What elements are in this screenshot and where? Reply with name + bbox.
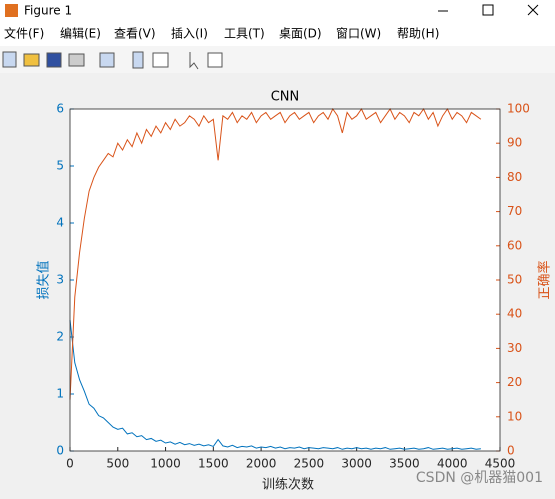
y-tick-label: 5 [56,159,64,173]
x-tick-label: 3500 [389,457,420,471]
menu-item[interactable]: 编辑(E) [60,26,101,41]
y-tick-label: 3 [56,273,64,287]
property-icon[interactable] [207,52,223,68]
menu: 文件(F) 编辑(E) 查看(V) 插入(I) 工具(T) 桌面(D) 窗口(W) 帮助(H) [4,26,439,41]
x-tick-label: 2500 [294,457,325,471]
toolbar-icons [2,51,223,70]
x-tick-label: 0 [66,457,74,471]
y-tick-label: 4 [56,216,64,230]
series-line [69,319,481,450]
menu-item[interactable]: 文件(F) [4,26,44,41]
chart-title: CNN [271,90,300,105]
plot: 0 500 1000 1500 2000 2500 3000 3500 4000 45000123… [56,102,530,471]
x-tick-label: 1000 [150,457,181,471]
x-tick-label: 4500 [485,457,516,471]
app-icon [5,4,18,17]
title-bar [0,0,555,22]
window-title: Figure 1 [24,4,72,18]
y2-tick-label: 40 [507,307,522,321]
menu-item[interactable]: 窗口(W) [336,27,381,41]
y2-tick-label: 50 [507,273,522,287]
colorbar-icon[interactable] [132,51,144,69]
open-icon[interactable] [23,53,40,67]
y2-tick-label: 20 [507,375,522,389]
x-tick-label: 1500 [198,457,229,471]
menu-item[interactable]: 查看(V) [114,27,156,41]
watermark: CSDN @机器猫001 [416,470,543,486]
toolbar [0,46,555,73]
menu-item[interactable]: 帮助(H) [397,27,439,41]
new-icon[interactable] [2,51,17,68]
x-tick-label: 2000 [246,457,277,471]
x-tick-label: 500 [106,457,129,471]
maximize-button[interactable] [482,4,494,16]
menu-item[interactable]: 桌面(D) [279,27,322,41]
close-button[interactable] [527,4,539,16]
print-icon[interactable] [68,53,85,67]
x-tick-label: 4000 [437,457,468,471]
y2-tick-label: 0 [507,444,515,458]
y2-tick-label: 70 [507,204,522,218]
y-tick-label: 2 [56,330,64,344]
axes-box [69,108,501,452]
menu-item[interactable]: 插入(I) [171,27,208,41]
link-icon[interactable] [99,52,115,68]
y2-tick-label: 30 [507,341,522,355]
y2-tick-label: 80 [507,170,522,184]
y2-tick-label: 60 [507,238,522,252]
series-line [69,108,482,400]
y-tick-label: 6 [56,102,64,116]
y2-tick-label: 100 [507,102,530,116]
x-axis-label: 训练次数 [262,477,314,493]
legend-icon[interactable] [152,52,169,68]
y2-tick-label: 90 [507,136,522,150]
y-tick-label: 1 [56,387,64,401]
y-axis-label: 损失值 [36,260,52,299]
plot-area [70,109,500,451]
y2-axis-label: 正确率 [537,260,553,299]
y-tick-label: 0 [56,444,64,458]
menu-bar [0,22,555,46]
y2-tick-label: 10 [507,409,522,423]
x-tick-label: 3000 [341,457,372,471]
pointer-icon[interactable] [189,52,199,70]
menu-item[interactable]: 工具(T) [224,27,265,41]
save-icon[interactable] [46,52,62,68]
